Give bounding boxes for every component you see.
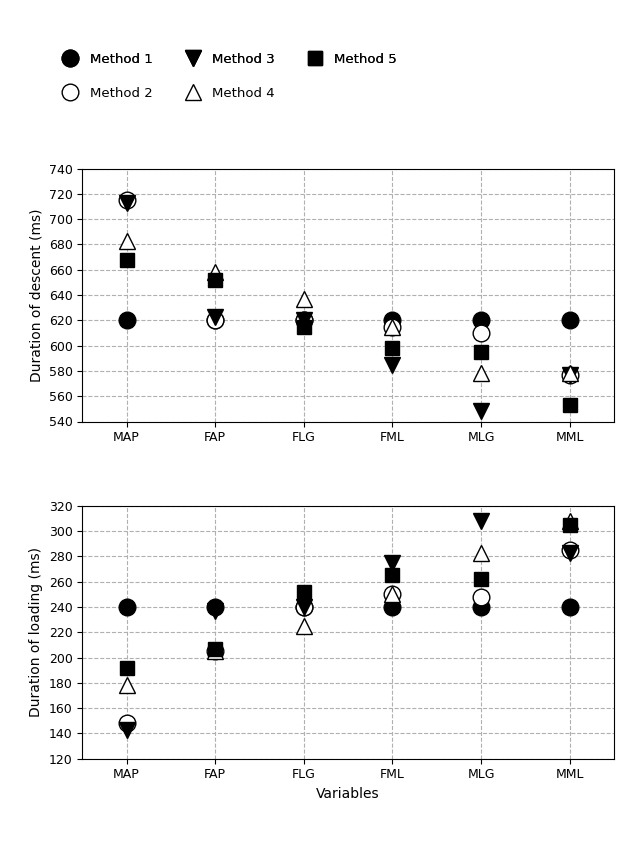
Legend: Method 1, Method 3, Method 5: Method 1, Method 3, Method 5 <box>57 53 398 66</box>
Legend: Method 2, Method 4: Method 2, Method 4 <box>57 87 275 99</box>
Y-axis label: Duration of loading (ms): Duration of loading (ms) <box>29 547 43 717</box>
X-axis label: Variables: Variables <box>316 787 380 801</box>
Y-axis label: Duration of descent (ms): Duration of descent (ms) <box>29 208 43 382</box>
